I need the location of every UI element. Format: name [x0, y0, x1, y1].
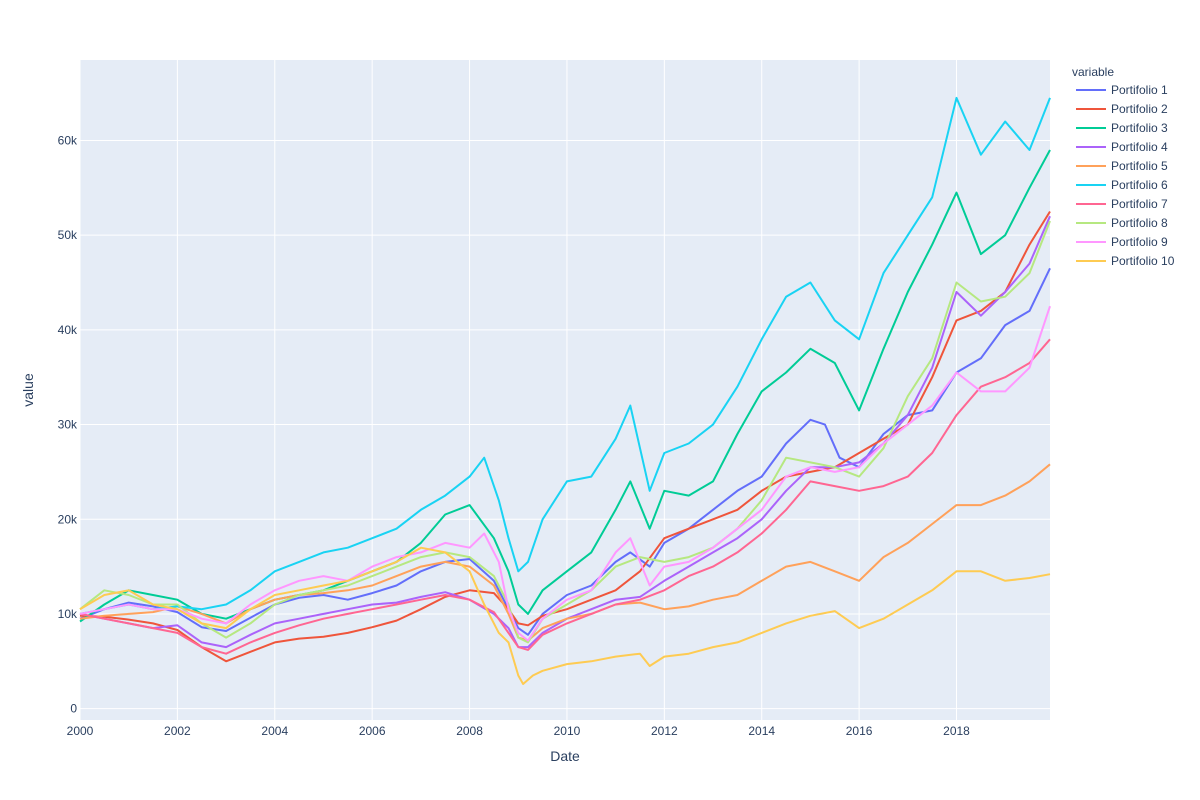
x-tick-label: 2002 — [164, 724, 191, 738]
y-tick-label: 10k — [58, 607, 78, 621]
legend-item[interactable]: Portifolio 1 — [1076, 83, 1168, 97]
legend-label: Portifolio 6 — [1111, 178, 1168, 192]
x-tick-label: 2000 — [67, 724, 94, 738]
legend-label: Portifolio 1 — [1111, 83, 1168, 97]
x-axis-title: Date — [550, 748, 580, 764]
legend-item[interactable]: Portifolio 9 — [1076, 235, 1168, 249]
legend-item[interactable]: Portifolio 2 — [1076, 102, 1168, 116]
legend-title: variable — [1072, 65, 1114, 79]
legend-item[interactable]: Portifolio 10 — [1076, 254, 1175, 268]
y-tick-label: 50k — [58, 228, 78, 242]
series-line — [79, 267, 1051, 636]
legend-label: Portifolio 4 — [1111, 140, 1168, 154]
legend-label: Portifolio 2 — [1111, 102, 1168, 116]
y-tick-labels: 0 10k 20k 30k 40k 50k 60k — [58, 133, 78, 715]
x-tick-label: 2004 — [261, 724, 288, 738]
series-line — [79, 210, 1051, 663]
legend-label: Portifolio 3 — [1111, 121, 1168, 135]
plot-area — [80, 60, 1050, 720]
legend-label: Portifolio 8 — [1111, 216, 1168, 230]
legend-label: Portifolio 7 — [1111, 197, 1168, 211]
legend-label: Portifolio 9 — [1111, 235, 1168, 249]
legend-label: Portifolio 5 — [1111, 159, 1168, 173]
legend-item[interactable]: Portifolio 6 — [1076, 178, 1168, 192]
x-tick-label: 2014 — [748, 724, 775, 738]
y-tick-label: 20k — [58, 512, 78, 526]
x-tick-label: 2012 — [651, 724, 678, 738]
series-line — [79, 305, 1051, 642]
y-tick-label: 0 — [70, 702, 77, 716]
x-tick-label: 2006 — [359, 724, 386, 738]
x-tick-label: 2010 — [554, 724, 581, 738]
y-tick-label: 60k — [58, 133, 78, 147]
y-tick-label: 40k — [58, 323, 78, 337]
legend-item[interactable]: Portifolio 3 — [1076, 121, 1168, 135]
series-line — [79, 338, 1051, 655]
x-tick-label: 2018 — [943, 724, 970, 738]
x-tick-label: 2008 — [456, 724, 483, 738]
x-tick-labels: 2000 2002 2004 2006 2008 2010 2012 2014 2016 2018 — [67, 724, 971, 738]
legend-item[interactable]: Portifolio 4 — [1076, 140, 1168, 154]
y-tick-label: 30k — [58, 418, 78, 432]
legend-item[interactable]: Portifolio 5 — [1076, 159, 1168, 173]
y-axis-title: value — [20, 373, 36, 407]
legend[interactable]: variable Portifolio 1 Portifolio 2 Portifo… — [1072, 65, 1175, 268]
series-line — [79, 546, 1051, 685]
legend-item[interactable]: Portifolio 8 — [1076, 216, 1168, 230]
legend-item[interactable]: Portifolio 7 — [1076, 197, 1168, 211]
series-lines — [79, 96, 1051, 685]
series-line — [79, 96, 1051, 615]
x-tick-label: 2016 — [846, 724, 873, 738]
legend-label: Portifolio 10 — [1111, 254, 1175, 268]
